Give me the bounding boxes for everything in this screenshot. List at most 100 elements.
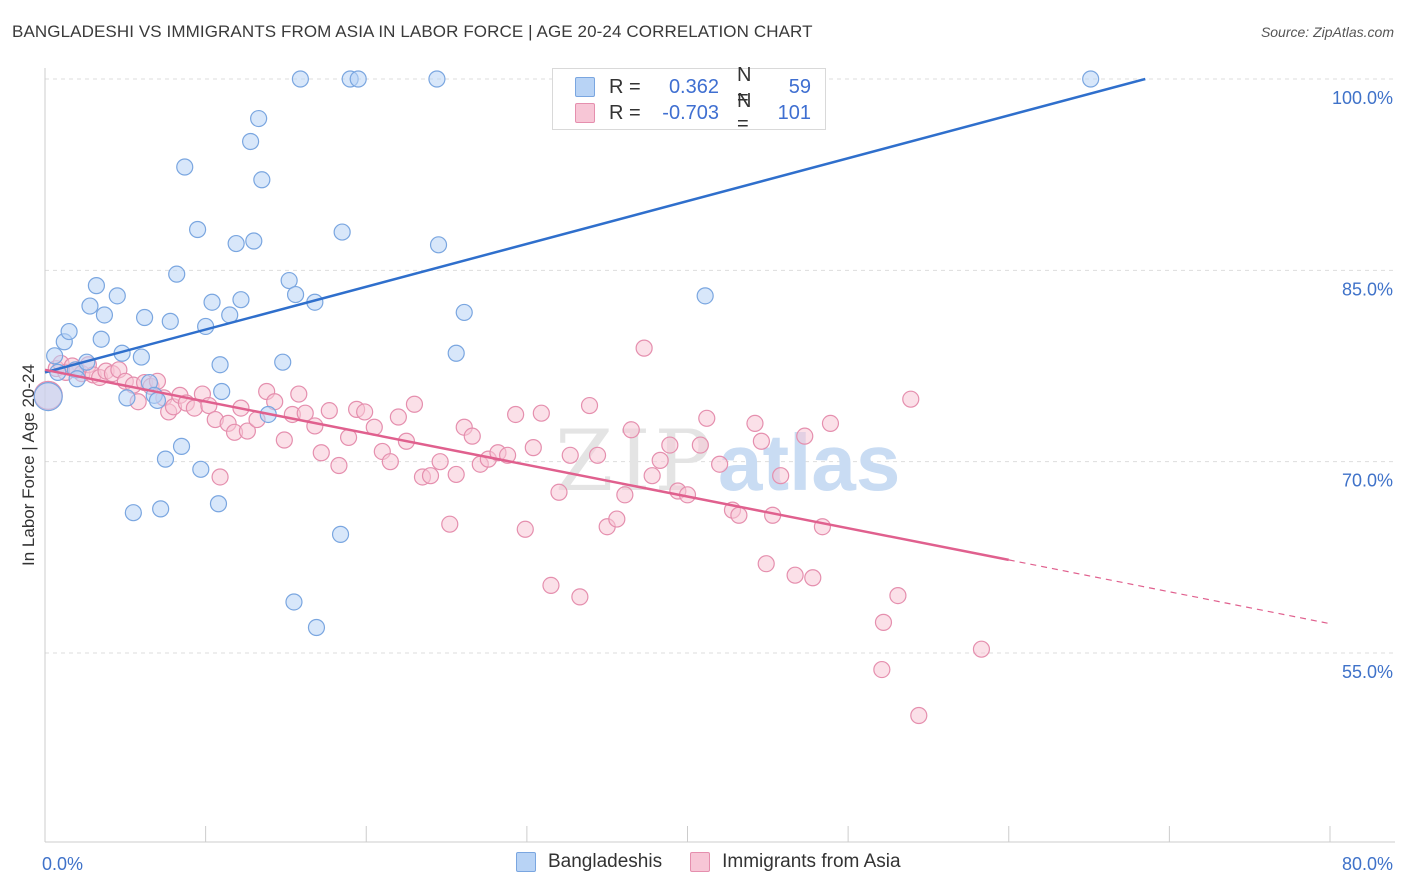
- data-point-immigrants-from-asia: [902, 390, 920, 408]
- data-point-immigrants-from-asia: [211, 468, 229, 486]
- data-point-immigrants-from-asia: [356, 403, 374, 421]
- data-point-immigrants-from-asia: [238, 422, 256, 440]
- data-point-immigrants-from-asia: [312, 444, 330, 462]
- data-point-bangladeshis: [132, 348, 150, 366]
- data-point-bangladeshis: [696, 287, 714, 305]
- source-prefix: Source:: [1260, 24, 1314, 40]
- trend-lines: [44, 77, 1331, 625]
- y-tick-label: 70.0%: [1342, 471, 1393, 491]
- data-point-immigrants-from-asia: [542, 576, 560, 594]
- data-point-immigrants-from-asia: [463, 427, 481, 445]
- data-point-bangladeshis: [156, 450, 175, 468]
- data-point-bangladeshis: [124, 504, 142, 522]
- data-point-bangladeshis: [429, 236, 448, 254]
- data-point-immigrants-from-asia: [691, 436, 709, 454]
- data-point-immigrants-from-asia: [698, 409, 716, 427]
- data-point-bangladeshis: [428, 70, 446, 88]
- trend-line-bangladeshis: [44, 77, 1146, 374]
- data-point-bangladeshis: [333, 223, 351, 241]
- legend-item-bangladeshis[interactable]: Bangladeshis: [516, 851, 662, 873]
- data-point-bangladeshis: [118, 389, 136, 407]
- data-point-immigrants-from-asia: [873, 660, 891, 679]
- data-point-bangladeshis: [172, 437, 191, 455]
- x-tick-label: 0.0%: [42, 854, 83, 874]
- data-point-immigrants-from-asia: [524, 439, 542, 457]
- data-point-immigrants-from-asia: [711, 455, 729, 473]
- legend-r-value: 0.362: [668, 75, 719, 98]
- data-point-bangladeshis: [253, 171, 271, 189]
- data-point-bangladeshis: [188, 220, 207, 239]
- legend-item-immigrants-from-asia[interactable]: Immigrants from Asia: [690, 851, 901, 873]
- data-point-bangladeshis: [168, 265, 186, 283]
- series-bangladeshis: [33, 70, 1100, 637]
- data-point-immigrants-from-asia: [507, 405, 525, 424]
- data-point-immigrants-from-asia: [306, 417, 324, 435]
- axes: [44, 68, 1395, 843]
- x-tick-label: 80.0%: [1342, 854, 1393, 874]
- data-point-immigrants-from-asia: [405, 395, 424, 413]
- data-point-immigrants-from-asia: [786, 566, 804, 584]
- data-point-immigrants-from-asia: [275, 431, 293, 449]
- data-point-immigrants-from-asia: [389, 408, 407, 426]
- data-point-bangladeshis: [152, 500, 170, 518]
- data-point-bangladeshis: [280, 271, 298, 290]
- trend-line-immigrants-from-asia-extension: [1008, 559, 1331, 625]
- data-point-immigrants-from-asia: [561, 446, 579, 464]
- data-point-immigrants-from-asia: [532, 404, 550, 422]
- data-point-immigrants-from-asia: [431, 453, 449, 471]
- data-point-bangladeshis: [148, 391, 167, 410]
- stats-legend: R = 0.362 N = 59 R = -0.703 N = 101: [552, 64, 826, 135]
- data-point-bangladeshis: [291, 70, 309, 88]
- legend-swatch-blue: [575, 77, 595, 97]
- tick-labels: 55.0% 70.0% 85.0% 100.0% 0.0% 80.0%: [42, 88, 1393, 874]
- data-point-bangladeshis: [274, 353, 292, 371]
- data-point-immigrants-from-asia: [441, 515, 459, 533]
- data-point-bangladeshis: [245, 232, 263, 250]
- data-point-immigrants-from-asia: [550, 483, 568, 501]
- data-point-immigrants-from-asia: [622, 421, 640, 439]
- data-point-immigrants-from-asia: [796, 427, 814, 445]
- data-point-bangladeshis: [211, 356, 229, 374]
- data-point-bangladeshis: [349, 70, 367, 88]
- legend-row-bangladeshis: R = 0.362 N = 59: [575, 64, 811, 109]
- data-point-immigrants-from-asia: [874, 613, 893, 631]
- legend-swatch-pink: [690, 852, 711, 872]
- data-point-bangladeshis: [213, 382, 231, 401]
- data-point-immigrants-from-asia: [889, 586, 907, 605]
- data-point-bangladeshis: [176, 158, 194, 176]
- legend-swatch-pink: [575, 103, 595, 123]
- legend-r-label: R =: [609, 101, 641, 124]
- y-tick-label: 55.0%: [1342, 662, 1393, 682]
- data-point-immigrants-from-asia: [972, 640, 991, 658]
- data-point-immigrants-from-asia: [588, 446, 607, 464]
- data-point-bangladeshis: [286, 285, 305, 304]
- watermark: ZIP atlas: [555, 412, 900, 510]
- data-point-immigrants-from-asia: [746, 414, 764, 432]
- grid-lines: [45, 78, 1395, 654]
- data-point-immigrants-from-asia: [580, 396, 599, 415]
- legend-n-value: 101: [777, 101, 811, 124]
- data-point-bangladeshis: [60, 322, 78, 341]
- data-point-immigrants-from-asia: [821, 414, 840, 432]
- data-point-immigrants-from-asia: [608, 510, 626, 528]
- data-point-immigrants-from-asia: [651, 451, 669, 469]
- data-point-immigrants-from-asia: [571, 588, 589, 606]
- data-point-bangladeshis: [242, 132, 260, 151]
- data-point-immigrants-from-asia: [757, 555, 775, 573]
- legend-r-label: R =: [609, 75, 641, 98]
- chart-title: BANGLADESHI VS IMMIGRANTS FROM ASIA IN L…: [12, 22, 813, 41]
- legend-n-label: N =: [737, 64, 752, 109]
- legend-swatch-blue: [516, 852, 536, 872]
- data-point-immigrants-from-asia: [516, 520, 534, 538]
- data-point-bangladeshis: [455, 303, 473, 322]
- data-point-immigrants-from-asia: [616, 486, 634, 504]
- data-point-bangladeshis: [92, 330, 110, 348]
- data-point-bangladeshis: [68, 370, 86, 388]
- data-point-bangladeshis: [232, 291, 250, 309]
- data-point-bangladeshis: [192, 460, 210, 478]
- data-point-bangladeshis: [209, 495, 228, 513]
- data-point-immigrants-from-asia: [447, 465, 465, 484]
- data-point-bangladeshis: [447, 344, 465, 362]
- series-immigrants-from-asia: [33, 339, 991, 725]
